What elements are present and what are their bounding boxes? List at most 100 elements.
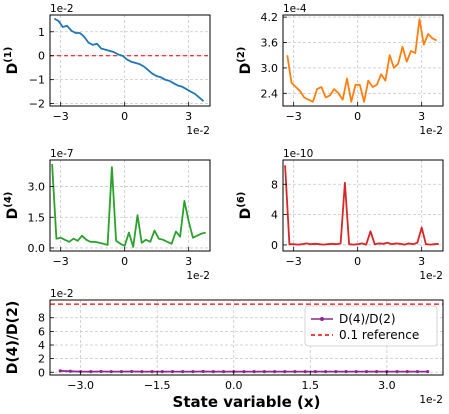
- panel-3: −3 0 3 0.0 1.5 3.0 1e-7 1e-2 D(4): [3, 148, 211, 282]
- data-point: [334, 369, 338, 374]
- axes-frame: [282, 14, 444, 107]
- data-point: [375, 369, 379, 374]
- data-point: [252, 369, 256, 374]
- data-point: [99, 369, 103, 374]
- y-tick-label: 8: [38, 312, 45, 325]
- y-axis-label: D(6): [236, 192, 254, 220]
- y-tick-label: 4: [271, 209, 278, 222]
- x-tick-label: 3: [418, 110, 425, 123]
- data-point: [109, 369, 113, 374]
- y-offset-multiplier: 1e-2: [50, 288, 74, 300]
- y-axis-label-superscript: (2): [236, 47, 247, 63]
- x-tick-label: −3: [286, 110, 302, 123]
- x-tick-label: −3: [53, 255, 69, 268]
- x-tick-label: 0: [354, 110, 361, 123]
- x-offset-multiplier: 1e-2: [186, 270, 210, 282]
- axes-frame: [282, 159, 444, 252]
- y-axis-label-base: D: [238, 63, 254, 75]
- data-point: [68, 369, 73, 373]
- x-tick-label: −3: [286, 255, 302, 268]
- y-tick-label: 0: [38, 50, 45, 63]
- axes-frame: [49, 159, 211, 252]
- y-axis-label-base: D: [5, 63, 21, 75]
- data-point: [426, 369, 430, 374]
- y-axis-label-base: D: [238, 208, 254, 220]
- data-point: [272, 369, 277, 374]
- y-tick-label: 1.5: [28, 211, 46, 224]
- y-tick-label: 2.4: [261, 87, 279, 100]
- y-tick-label: 0: [271, 239, 278, 252]
- data-point: [262, 369, 266, 374]
- y-tick-label: 3.6: [261, 37, 279, 50]
- y-axis-label-base: D: [5, 208, 21, 220]
- series-line: [51, 164, 206, 248]
- x-offset-multiplier: 1e-2: [186, 125, 210, 137]
- y-offset-multiplier: 1e-10: [283, 148, 313, 160]
- y-axis-label: D(4): [3, 192, 21, 220]
- data-point: [283, 369, 287, 374]
- data-point: [170, 369, 175, 374]
- y-axis-label-superscript: (6): [236, 192, 247, 208]
- legend-label: D(4)/D(2): [339, 312, 396, 326]
- y-tick-label: 4.2: [261, 11, 279, 24]
- panel-2: −3 0 3 2.4 3.0 3.6 4.2 1e-4 1e-2 D(2): [236, 3, 444, 137]
- x-offset-multiplier: 1e-2: [419, 270, 443, 282]
- data-point: [221, 369, 226, 374]
- y-tick-label: 3.0: [261, 62, 279, 75]
- x-tick-label: −1.5: [144, 379, 171, 392]
- x-tick-label: 0: [121, 255, 128, 268]
- x-offset-multiplier: 1e-2: [419, 125, 443, 137]
- data-point: [201, 369, 205, 374]
- panel-4: −3 0 3 0 4 8 1e-10 1e-2 D(6): [236, 148, 444, 282]
- x-tick-label: 3: [185, 255, 192, 268]
- y-tick-label: 4: [38, 339, 45, 352]
- data-point: [191, 369, 195, 374]
- data-point: [119, 369, 124, 374]
- data-point: [395, 369, 399, 374]
- y-axis-label-superscript: (1): [3, 47, 14, 63]
- legend-swatch-marker: [320, 317, 324, 321]
- data-point: [354, 369, 358, 374]
- x-tick-label: 1.5: [302, 379, 320, 392]
- data-point: [344, 369, 348, 374]
- x-tick-label: 3: [418, 255, 425, 268]
- data-point: [181, 369, 185, 374]
- x-tick-label: −3.0: [67, 379, 94, 392]
- data-point: [364, 369, 369, 374]
- x-tick-label: 0.0: [225, 379, 243, 392]
- y-axis-label: D(2): [236, 47, 254, 75]
- y-offset-multiplier: 1e-2: [50, 3, 74, 15]
- x-tick-label: 3: [185, 110, 192, 123]
- data-point: [242, 369, 246, 374]
- data-point: [160, 369, 164, 374]
- x-tick-label: 0: [354, 255, 361, 268]
- y-axis-label: D(4)/D(2): [5, 301, 21, 374]
- x-axis-label: State variable (x): [173, 393, 321, 411]
- y-tick-label: 0: [38, 366, 45, 379]
- y-tick-label: 2: [38, 353, 45, 366]
- legend-label: 0.1 reference: [339, 328, 419, 342]
- data-point: [303, 369, 307, 374]
- data-point: [324, 369, 328, 374]
- data-point: [415, 369, 420, 374]
- data-point: [405, 369, 409, 374]
- x-tick-label: −3: [53, 110, 69, 123]
- x-offset-multiplier: 1e-2: [419, 394, 443, 406]
- legend-box: [304, 305, 438, 347]
- y-tick-label: 1: [38, 26, 45, 39]
- axes-frame: [49, 14, 211, 107]
- x-tick-label: 3.0: [378, 379, 396, 392]
- y-tick-label: 8: [271, 178, 278, 191]
- y-tick-label: −1: [29, 74, 45, 87]
- y-tick-label: 3.0: [28, 181, 46, 194]
- y-axis-label: D(1): [3, 47, 21, 75]
- data-point: [293, 369, 297, 374]
- data-point: [130, 369, 134, 374]
- y-offset-multiplier: 1e-4: [283, 3, 307, 15]
- series-line: [53, 17, 205, 102]
- y-axis-label-superscript: (4): [3, 192, 14, 208]
- legend: D(4)/D(2) 0.1 reference: [304, 305, 438, 347]
- series-line: [286, 18, 437, 103]
